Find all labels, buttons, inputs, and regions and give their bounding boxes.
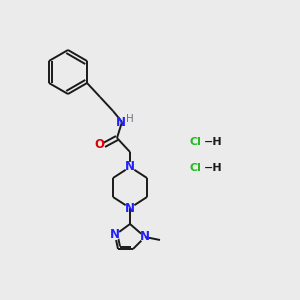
Circle shape bbox=[110, 230, 119, 239]
Text: N: N bbox=[110, 229, 120, 242]
Text: N: N bbox=[116, 116, 126, 128]
Circle shape bbox=[125, 203, 134, 212]
Text: −H: −H bbox=[204, 163, 223, 173]
Text: Cl: Cl bbox=[190, 137, 202, 147]
Text: −H: −H bbox=[204, 137, 223, 147]
Text: N: N bbox=[140, 230, 150, 244]
Circle shape bbox=[140, 232, 149, 242]
Circle shape bbox=[125, 163, 134, 172]
Text: N: N bbox=[125, 202, 135, 214]
Text: N: N bbox=[125, 160, 135, 173]
Text: H: H bbox=[126, 114, 134, 124]
Text: Cl: Cl bbox=[190, 163, 202, 173]
Text: O: O bbox=[94, 139, 104, 152]
